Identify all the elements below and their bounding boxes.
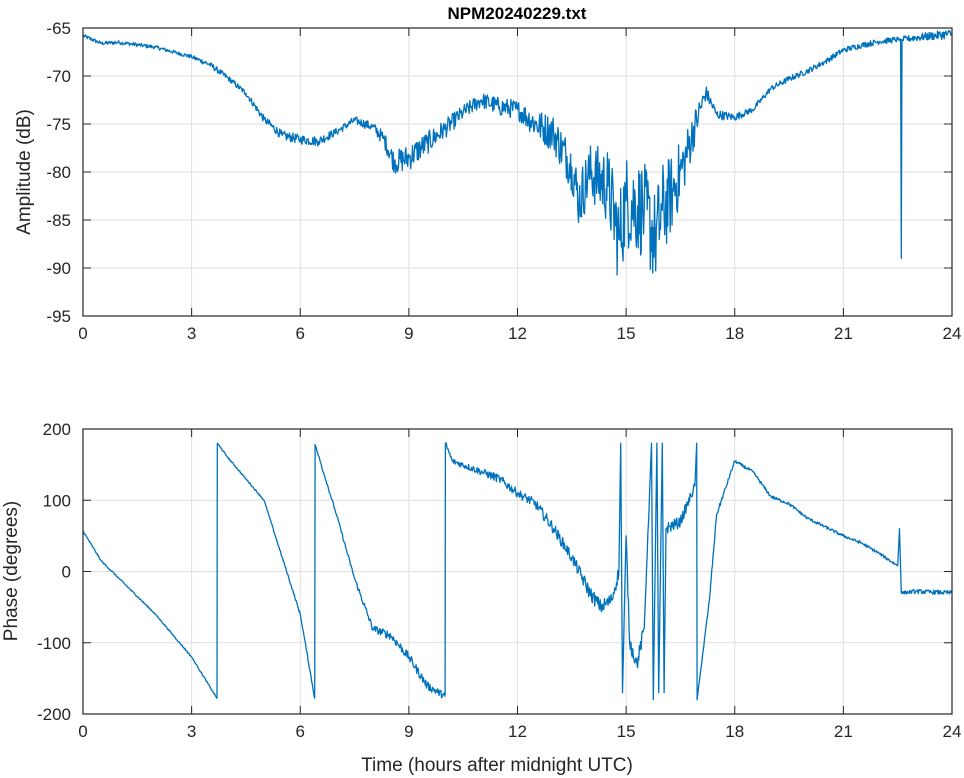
y-tick-label: -90 [46,259,71,278]
x-tick-label: 18 [725,722,744,741]
x-axis-label: Time (hours after midnight UTC) [361,755,633,776]
x-tick-label: 15 [617,722,636,741]
x-tick-label: 6 [296,722,305,741]
x-tick-label: 24 [943,324,962,343]
y-tick-label: 200 [43,420,71,439]
y-tick-label: -95 [46,307,71,326]
x-tick-label: 9 [404,722,413,741]
x-tick-label: 0 [78,324,87,343]
y-axis-label-amplitude: Amplitude (dB) [14,109,35,235]
y-tick-label: -85 [46,211,71,230]
chart-title: NPM20240229.txt [448,4,587,23]
x-tick-label: 21 [834,324,853,343]
axes-frame [82,428,953,715]
x-tick-label: 24 [943,722,962,741]
y-tick-label: 0 [62,563,71,582]
x-tick-label: 12 [508,324,527,343]
x-tick-label: 6 [296,324,305,343]
x-tick-label: 3 [187,722,196,741]
y-tick-label: 100 [43,491,71,510]
amplitude-axes: 0 3 6 9 12 15 18 21 24 -65 -70 -75 -80 -85 -90 -95 [46,19,961,343]
x-tick-label: 12 [508,722,527,741]
x-tick-label: 3 [187,324,196,343]
data-series-line [82,442,953,701]
data-series-line [82,29,953,276]
y-tick-label: -70 [46,67,71,86]
y-tick-label: -75 [46,115,71,134]
y-tick-label: -65 [46,19,71,38]
x-tick-label: 18 [725,324,744,343]
x-tick-label: 15 [617,324,636,343]
y-tick-label: -100 [37,634,71,653]
x-tick-label: 21 [834,722,853,741]
phase-axes: 0 3 6 9 12 15 18 21 24 200 100 0 -100 -200 [37,420,961,741]
axes-frame [82,27,953,317]
x-tick-label: 9 [404,324,413,343]
y-tick-label: -80 [46,163,71,182]
y-axis-label-phase: Phase (degrees) [1,501,22,641]
y-tick-label: -200 [37,705,71,724]
x-tick-label: 0 [78,722,87,741]
